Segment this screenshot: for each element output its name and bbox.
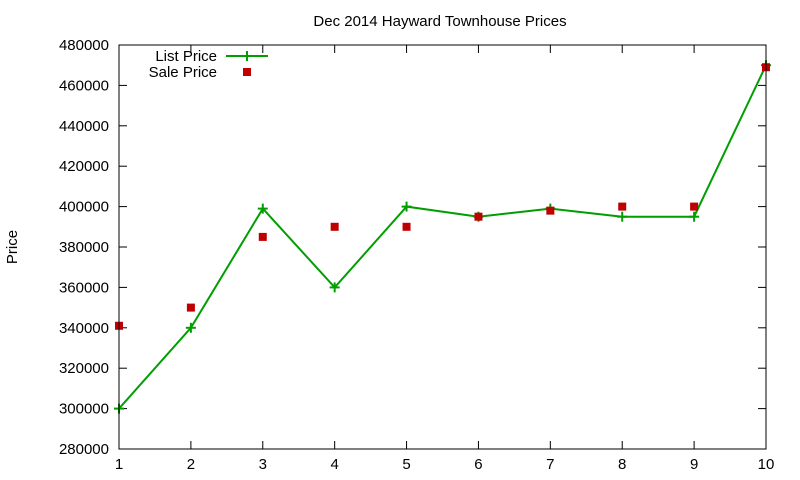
y-tick-label: 320000 [59,360,109,377]
sale-price-point [402,222,411,231]
sale-price-point [618,202,627,211]
x-tick-label: 9 [690,456,698,473]
list-price-point [401,201,412,212]
sale-price-point [330,222,339,231]
y-tick-label: 300000 [59,401,109,418]
y-tick-label: 380000 [59,239,109,256]
x-tick-label: 4 [330,456,338,473]
y-tick-label: 460000 [59,77,109,94]
legend-label-sale-price: Sale Price [149,64,217,81]
y-tick-label: 340000 [59,320,109,337]
list-price-point [257,203,268,214]
sale-price-point [546,206,555,215]
x-tick-label: 8 [618,456,626,473]
sale-price-point [258,232,267,241]
y-tick-label: 360000 [59,279,109,296]
x-tick-label: 1 [115,456,123,473]
sale-price-point [474,212,483,221]
x-tick-label: 6 [474,456,482,473]
y-axis: 280000 300000 320000 340000 360000 380000 4000… [59,37,766,458]
list-price-point [185,322,196,333]
legend-label-list-price: List Price [155,48,217,65]
y-axis-title: Price [4,230,21,264]
y-tick-label: 280000 [59,441,109,458]
x-axis: 1 2 3 4 5 6 7 8 9 10 [115,45,775,473]
list-price-line [118,64,767,410]
x-tick-label: 7 [546,456,554,473]
plot-frame [118,44,767,450]
x-tick-label: 2 [187,456,195,473]
x-tick-label: 5 [402,456,410,473]
y-tick-label: 440000 [59,118,109,135]
y-tick-label: 400000 [59,199,109,216]
x-tick-label: 3 [259,456,267,473]
list-price-point [329,282,340,293]
x-tick-label: 10 [758,456,775,473]
list-price-point [617,211,628,222]
y-tick-label: 480000 [59,37,109,54]
list-price-point [689,211,700,222]
sale-price-point [690,202,699,211]
y-tick-label: 420000 [59,158,109,175]
chart-title: Dec 2014 Hayward Townhouse Prices [313,13,566,30]
sale-price-point [186,303,195,312]
legend-swatch-sale-price [243,68,251,76]
